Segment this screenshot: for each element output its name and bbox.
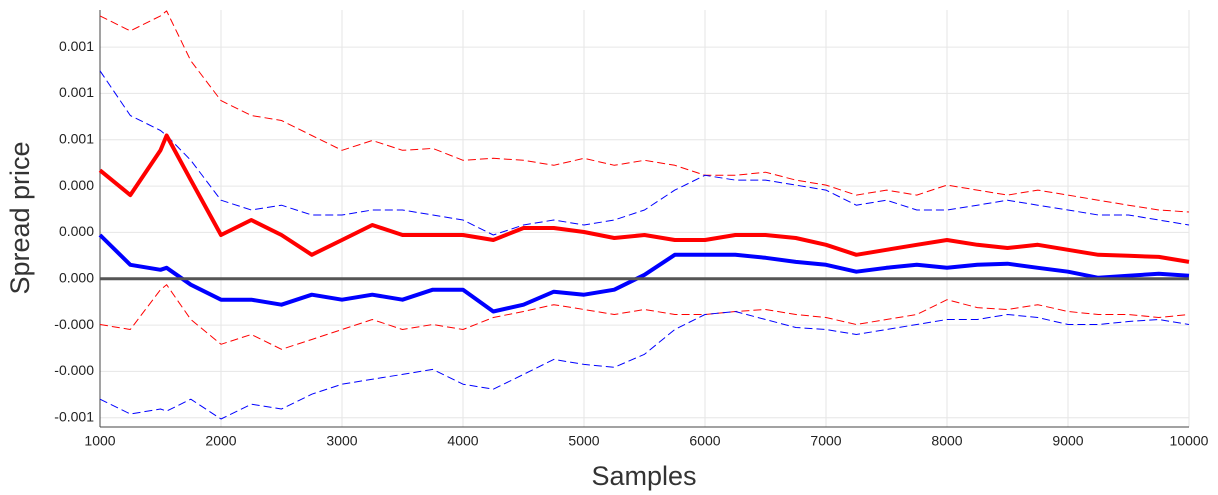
series-line	[99, 70, 1190, 236]
y-tick-label: 0.001	[59, 84, 94, 100]
x-tick-label: 5000	[568, 433, 599, 449]
y-tick-label: 0.001	[59, 130, 94, 146]
x-tick-label: 8000	[931, 433, 962, 449]
series-line	[99, 10, 1190, 213]
series-line	[98, 133, 1190, 264]
y-tick-label: 0.001	[59, 38, 94, 54]
series-line	[99, 284, 1190, 350]
x-tick-label: 9000	[1052, 433, 1083, 449]
x-tick-label: 6000	[689, 433, 720, 449]
series-line	[98, 233, 1190, 314]
y-tick-label: 0.000	[59, 223, 94, 239]
x-tick-label: 3000	[326, 433, 357, 449]
x-tick-label: 2000	[205, 433, 236, 449]
y-tick-label: 0.000	[59, 269, 94, 285]
y-tick-label: -0.000	[54, 362, 94, 378]
series-line	[99, 311, 1190, 420]
y-tick-label: 0.000	[59, 177, 94, 193]
x-tick-label: 10000	[1170, 433, 1209, 449]
x-tick-label: 4000	[447, 433, 478, 449]
y-axis-title: Spread price	[5, 141, 35, 294]
x-axis-title: Samples	[591, 461, 696, 491]
x-tick-label: 1000	[84, 433, 115, 449]
y-tick-label: -0.000	[54, 316, 94, 332]
y-tick-label: -0.001	[54, 408, 94, 424]
x-tick-label: 7000	[810, 433, 841, 449]
